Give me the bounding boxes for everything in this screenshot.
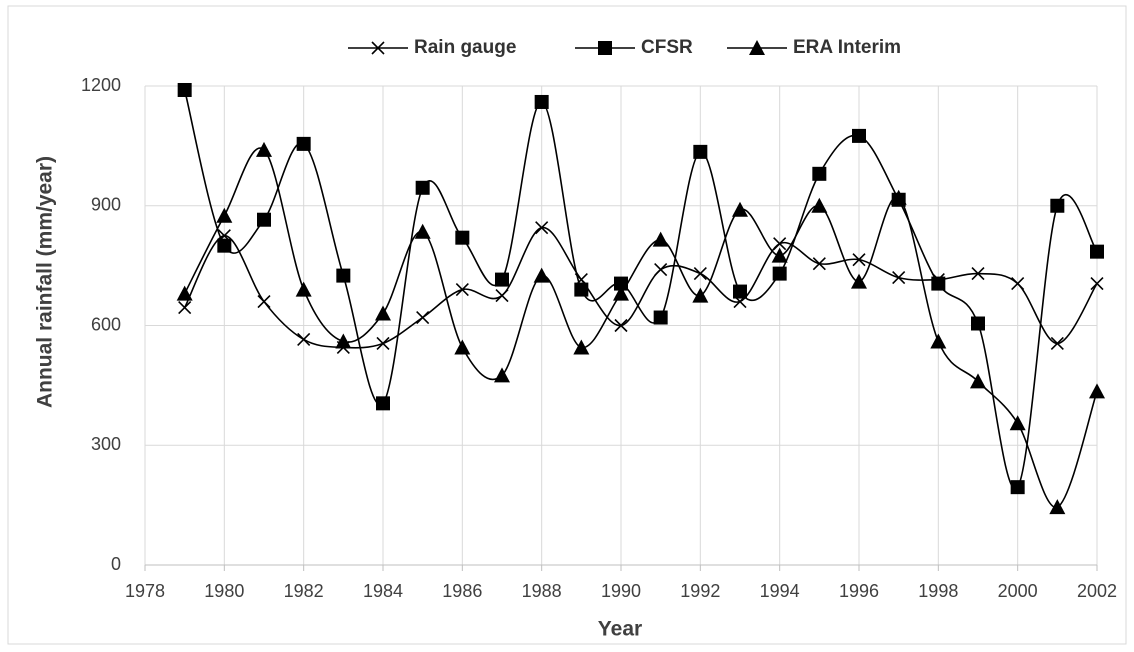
marker [573,339,590,355]
marker [1009,415,1026,431]
marker [535,221,549,235]
marker [216,207,233,223]
marker [1049,499,1066,515]
x-tick-label: 1988 [522,581,562,601]
marker [733,284,747,299]
marker [574,282,589,297]
marker [931,276,946,291]
marker [217,238,232,253]
marker [971,316,985,331]
marker [534,94,549,109]
marker [613,285,629,301]
marker [892,271,906,285]
marker [257,294,271,309]
marker [455,230,470,245]
y-tick-label: 600 [91,314,121,334]
marker [771,247,788,263]
y-tick-label: 0 [111,554,121,574]
marker [533,267,550,283]
marker [455,283,469,297]
series-line [183,89,1098,490]
marker [890,189,907,205]
marker [654,263,668,277]
marker [811,197,828,213]
x-tick-label: 1980 [204,581,244,601]
marker [1050,198,1065,213]
marker [653,310,668,325]
marker [454,339,471,355]
marker [414,223,431,239]
marker [652,231,669,247]
x-tick-label: 1998 [918,581,958,601]
marker [971,267,985,281]
marker [375,305,391,321]
marker [177,82,192,97]
marker [495,288,509,303]
marker [1011,277,1025,291]
marker [256,141,272,157]
series-line [183,226,1098,349]
x-tick-label: 1990 [601,581,641,601]
marker [812,257,826,271]
marker [732,201,748,217]
marker [336,268,351,283]
x-tick-label: 1984 [363,581,403,601]
marker [178,300,192,315]
x-tick-label: 1978 [125,581,165,601]
x-tick-label: 1992 [680,581,720,601]
marker [494,367,510,383]
marker [1090,244,1104,259]
x-tick-label: 1994 [760,581,800,601]
x-tick-label: 2000 [998,581,1038,601]
marker [772,266,787,281]
marker [295,281,312,297]
marker [773,237,787,251]
marker [1050,336,1064,351]
marker [852,128,866,143]
y-tick-label: 300 [91,434,121,454]
x-tick-label: 1996 [839,581,879,601]
x-tick-label: 1986 [442,581,482,601]
series-line [183,147,1098,508]
marker [812,166,827,181]
legend-label: ERA Interim [793,37,901,58]
marker [376,336,390,351]
marker [852,253,866,267]
chart-border [7,5,1127,645]
marker [1010,480,1025,495]
marker [970,373,986,389]
marker [693,144,708,159]
legend-marker [371,41,385,55]
marker [296,136,311,151]
x-tick-label: 1982 [284,581,324,601]
marker [416,310,430,325]
x-axis-title: Year [598,618,642,641]
marker [930,333,947,349]
marker [335,333,352,349]
legend-label: Rain gauge [414,37,516,58]
legend-label: CFSR [641,37,693,58]
marker [176,285,193,301]
x-tick-label: 2002 [1077,581,1117,601]
marker [415,180,430,195]
y-axis-title: Annual rainfall (mm/year) [34,156,57,408]
legend-marker [598,41,612,55]
y-tick-label: 1200 [81,75,121,95]
marker [851,273,867,289]
marker [1090,277,1104,291]
marker [693,267,707,281]
marker [376,396,390,411]
marker [495,272,509,287]
y-tick-label: 900 [91,195,121,215]
marker [297,332,311,347]
marker [692,287,709,303]
marker [614,318,628,333]
marker [257,212,271,227]
marker [1089,383,1105,399]
legend-marker [749,40,765,55]
